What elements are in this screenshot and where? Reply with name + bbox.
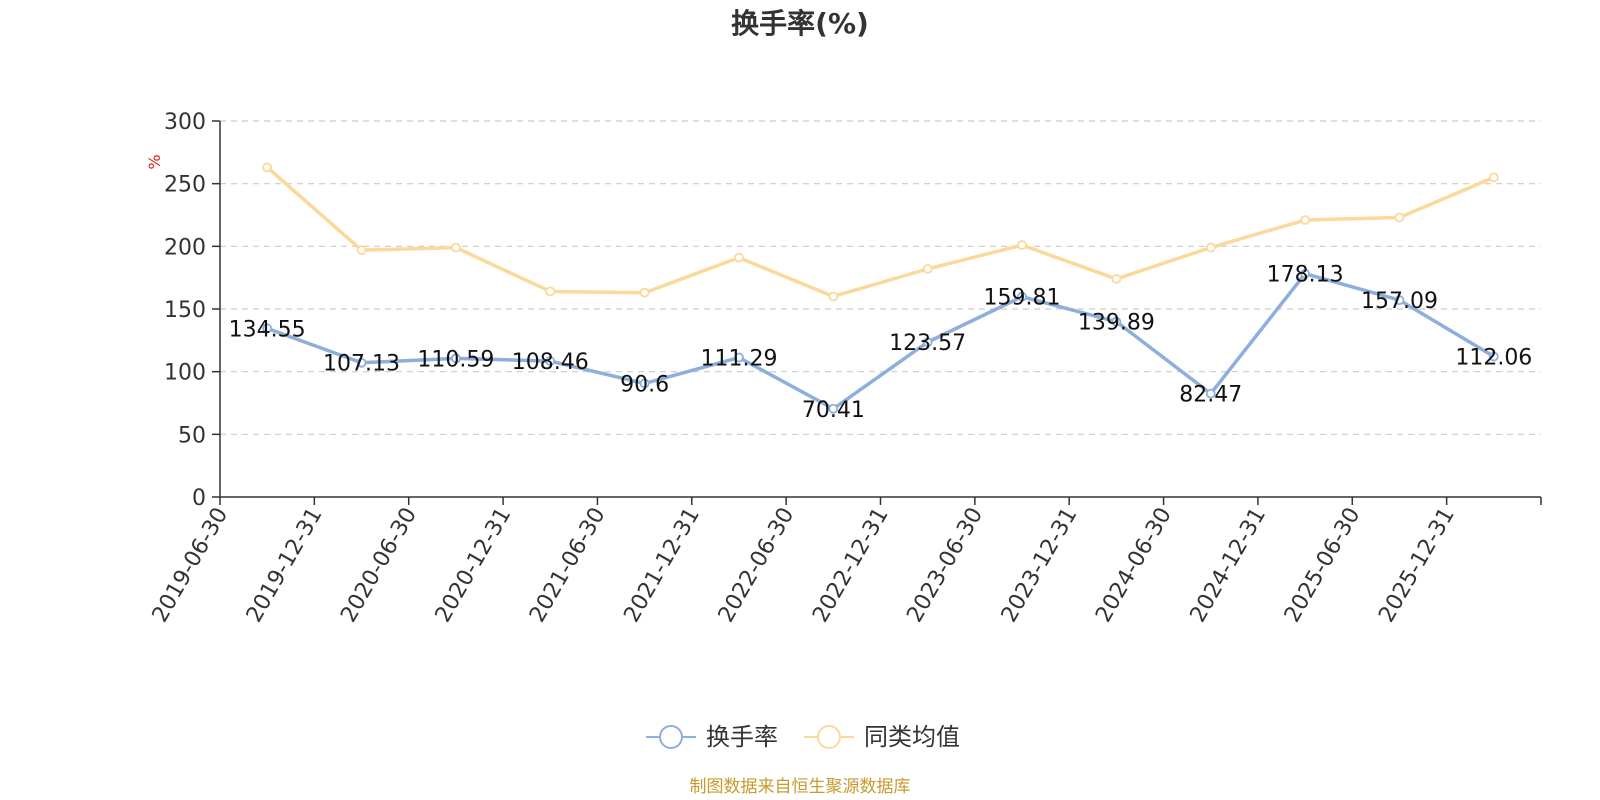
legend-item-turnover-rate[interactable]: 换手率 (646, 723, 778, 751)
data-label: 157.09 (1361, 289, 1438, 314)
x-tick-label: 2022-06-30 (714, 504, 800, 627)
data-source-note: 制图数据来自恒生聚源数据库 (690, 777, 911, 797)
data-point[interactable] (262, 323, 273, 334)
x-tick-label: 2023-12-31 (997, 504, 1083, 627)
x-tick-label: 2025-06-30 (1280, 504, 1366, 627)
x-tick-label: 2021-06-30 (525, 504, 611, 627)
data-point[interactable] (356, 357, 367, 368)
data-label: 159.81 (984, 286, 1061, 311)
x-tick-label: 2024-12-31 (1186, 504, 1272, 627)
data-point[interactable] (1111, 316, 1122, 327)
legend[interactable]: 换手率 同类均值 (646, 723, 960, 751)
series-line (266, 271, 1495, 411)
data-point[interactable] (734, 352, 744, 363)
x-tick-label: 2024-06-30 (1091, 504, 1177, 627)
data-label: 123.57 (889, 331, 966, 356)
legend-marker-icon (659, 725, 683, 749)
data-point[interactable] (734, 252, 744, 263)
series-turnover-rate (262, 268, 1499, 414)
y-axis-unit-label: % (145, 154, 164, 169)
data-point[interactable] (1205, 388, 1216, 399)
data-label: 111.29 (700, 347, 777, 372)
data-label: 90.6 (620, 372, 669, 397)
x-tick-label: 2021-12-31 (619, 504, 705, 627)
data-labels: 134.55 107.13 110.59 108.46 90.6 111.29 70.41 1… (229, 263, 1533, 423)
data-point[interactable] (828, 291, 839, 302)
data-label: 107.13 (323, 352, 400, 377)
data-label: 178.13 (1267, 263, 1344, 288)
y-tick-label: 50 (178, 423, 206, 448)
data-label: 108.46 (512, 350, 589, 375)
x-tick-label: 2019-06-30 (148, 504, 234, 627)
data-point[interactable] (545, 356, 556, 366)
data-point[interactable] (922, 337, 933, 348)
y-tick-label: 250 (164, 173, 206, 198)
data-point[interactable] (828, 403, 839, 414)
data-point[interactable] (1017, 240, 1027, 250)
chart-title: 换手率(%) (731, 7, 869, 40)
x-tick-label: 2019-12-31 (242, 504, 328, 627)
legend-item-peer-average[interactable]: 同类均值 (804, 723, 960, 751)
x-tick-label: 2022-12-31 (808, 504, 894, 627)
data-point[interactable] (1205, 242, 1216, 253)
data-point[interactable] (639, 287, 650, 298)
data-label: 134.55 (229, 317, 306, 342)
y-tick-label: 300 (164, 110, 206, 135)
series-layer (262, 162, 1499, 414)
x-tick-label: 2025-12-31 (1374, 504, 1460, 627)
data-point[interactable] (1394, 295, 1405, 306)
y-tick-label: 0 (192, 486, 206, 511)
data-point[interactable] (262, 162, 273, 173)
data-point[interactable] (1488, 351, 1499, 362)
data-point[interactable] (1111, 274, 1122, 284)
x-tick-label: 2020-06-30 (336, 504, 422, 627)
data-point[interactable] (450, 353, 461, 364)
x-tick-label: 2023-06-30 (902, 504, 988, 627)
data-label: 70.41 (802, 398, 865, 423)
data-point[interactable] (1300, 215, 1311, 225)
series-peer-average (262, 162, 1499, 302)
data-point[interactable] (450, 242, 461, 253)
data-label: 139.89 (1078, 311, 1155, 336)
data-point[interactable] (1017, 291, 1027, 302)
data-point[interactable] (922, 263, 933, 274)
series-line (266, 166, 1495, 299)
data-point[interactable] (639, 378, 650, 389)
data-label: 82.47 (1179, 383, 1242, 408)
data-point[interactable] (1488, 172, 1499, 183)
x-tick-label: 2020-12-31 (431, 504, 517, 627)
data-point[interactable] (545, 286, 556, 297)
legend-marker-icon (817, 725, 841, 749)
data-label: 110.59 (417, 347, 494, 372)
data-point[interactable] (356, 245, 367, 255)
legend-label: 同类均值 (864, 723, 960, 751)
legend-label: 换手率 (706, 723, 778, 751)
data-point[interactable] (1394, 212, 1405, 223)
y-tick-label: 100 (164, 361, 206, 386)
data-label: 112.06 (1455, 346, 1532, 371)
y-tick-label: 200 (164, 235, 206, 260)
data-point[interactable] (1300, 268, 1311, 279)
y-tick-label: 150 (164, 298, 206, 323)
